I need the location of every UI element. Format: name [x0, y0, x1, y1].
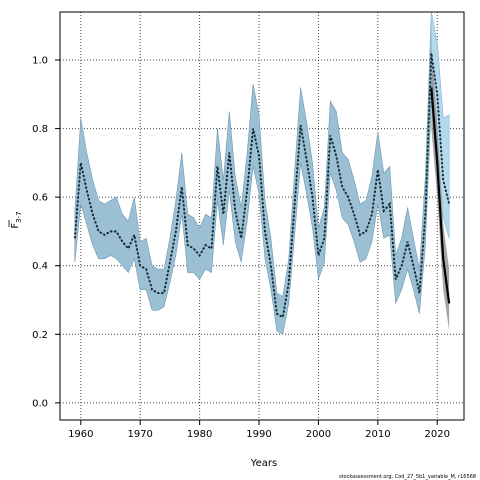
y-tick-label: 0.8	[32, 124, 48, 135]
x-tick-label: 1990	[246, 429, 271, 440]
footnote: stockassessment.org, Cod_27_5b1_variable…	[339, 474, 476, 480]
x-tick-label: 2010	[365, 429, 390, 440]
y-tick-label: 0.4	[32, 261, 48, 272]
grid-lines	[60, 12, 464, 420]
y-tick-label: 0.6	[32, 193, 48, 204]
y-axis: 0.0 0.2 0.4 0.6 0.8 1.0	[32, 56, 60, 409]
y-axis-title-sub: 3-7	[15, 211, 23, 222]
plot-frame	[59, 11, 465, 421]
x-axis: 1960 1970 1980 1990 2000 2010 2020	[68, 420, 450, 440]
svg-text:F3-7: F3-7	[10, 211, 23, 228]
series-lines	[73, 53, 451, 319]
x-tick-label: 1970	[127, 429, 152, 440]
y-tick-label: 0.0	[32, 398, 48, 409]
series-line-retro	[430, 87, 451, 304]
confidence-bands	[74, 11, 450, 335]
x-tick-label: 2020	[425, 429, 450, 440]
x-tick-label: 1960	[68, 429, 93, 440]
x-tick-label: 1980	[187, 429, 212, 440]
x-axis-title: Years	[250, 458, 277, 469]
x-tick-label: 2000	[306, 429, 331, 440]
y-tick-label: 0.2	[32, 330, 48, 341]
series-line-main-underlay	[74, 53, 450, 318]
y-axis-title-main: F	[10, 223, 21, 229]
confidence-band-retro	[431, 46, 450, 331]
y-axis-title: F3-7	[8, 211, 23, 229]
y-tick-label: 1.0	[32, 56, 48, 67]
